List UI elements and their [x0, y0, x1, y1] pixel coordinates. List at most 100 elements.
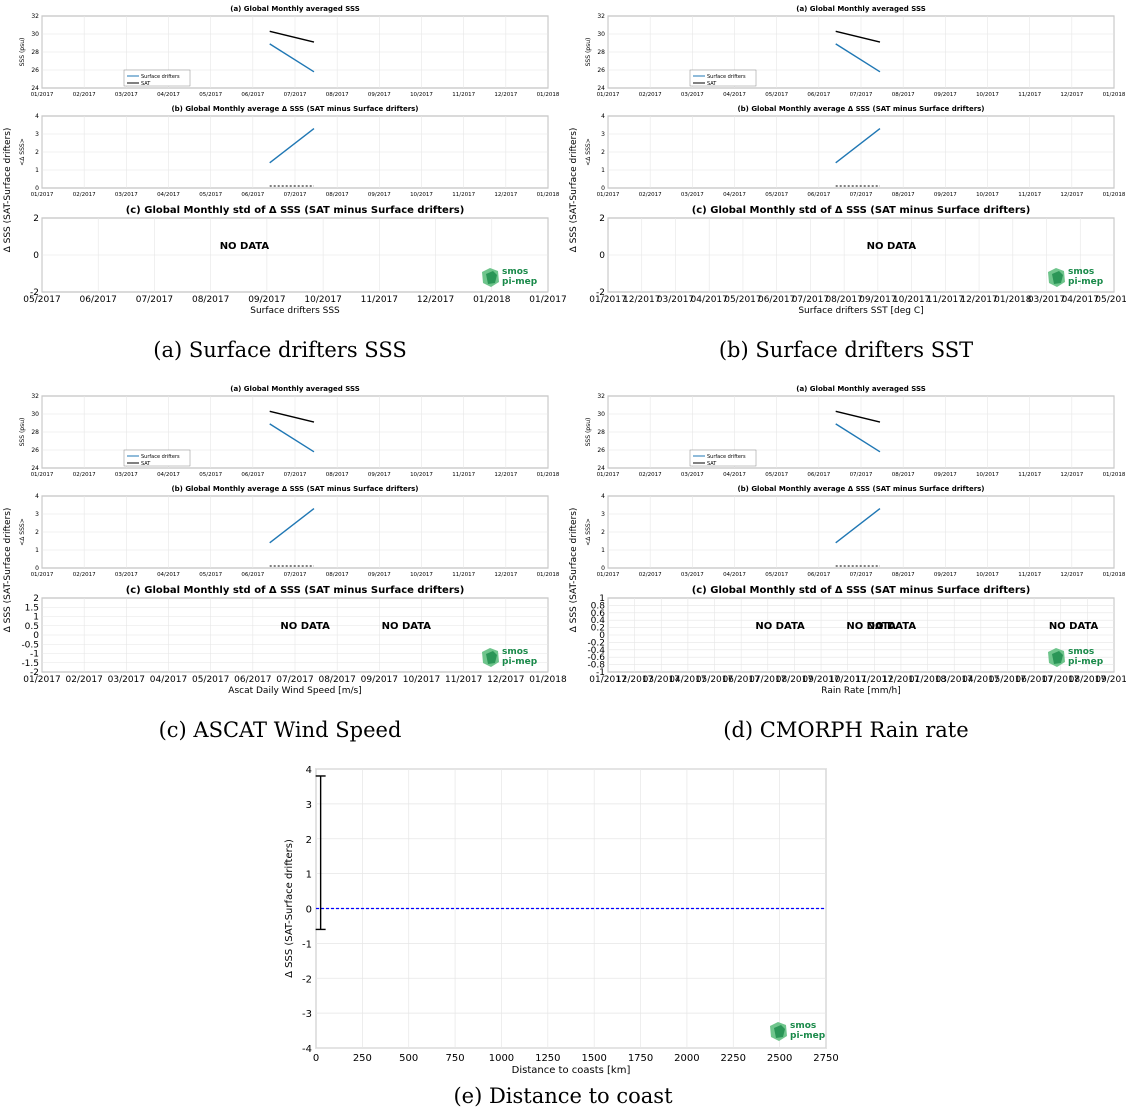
e-logo-line2: pi-mep	[790, 1031, 826, 1041]
sf2-no-data-label: NO DATA	[280, 621, 330, 632]
sf3-xtick-b: 10/2017	[976, 572, 999, 578]
e-xtick: 1750	[628, 1053, 653, 1064]
sf2-series-a-drifters	[269, 423, 315, 453]
sf1-xtick-b: 04/2017	[723, 192, 746, 198]
sf1-xtick-b: 11/2017	[1018, 192, 1041, 198]
sf2-ylabel-c: Δ SSS (SAT-Surface drifters)	[3, 508, 13, 633]
sf3-ytick-a: 26	[597, 447, 605, 454]
sf2-xtick-c: 05/2017	[192, 675, 229, 685]
sf0-ytick-b: 0	[35, 185, 39, 192]
sf3-legend-label: SAT	[707, 461, 717, 467]
sf1-ylabel-b: <Δ SSS>	[585, 138, 592, 166]
sf1-xtick-c: 09/2017	[859, 295, 896, 305]
sf3-ytick-c: -0.4	[587, 646, 605, 656]
sf2-logo-icon-inner	[486, 651, 497, 664]
sf3-series-b-delta	[835, 508, 881, 544]
sf0-xtick-a: 02/2017	[73, 92, 96, 98]
sf3-xtick-b: 09/2017	[934, 572, 957, 578]
sf3-logo-line1: smos	[1068, 647, 1094, 657]
sf1-ylabel-a: SSS (psu)	[585, 38, 592, 67]
sf3-no-data-label: NO DATA	[846, 621, 896, 632]
sf3-xtick-a: 01/2018	[1103, 472, 1126, 478]
sf3-xtick-c: 04/2017	[962, 675, 999, 685]
sf3-series-a-sat	[835, 410, 881, 423]
sf3-title-b: (b) Global Monthly average Δ SSS (SAT mi…	[737, 485, 984, 493]
sf1-xtick-c: 01/2017	[589, 295, 626, 305]
e-xtick: 2500	[767, 1053, 792, 1064]
e-xtick: 1000	[489, 1053, 514, 1064]
sf0-legend-label: Surface drifters	[141, 74, 180, 80]
sf3-xtick-c: 07/2017	[1042, 675, 1079, 685]
sf1-ytick-a: 24	[597, 85, 605, 92]
sf3-xtick-a: 10/2017	[976, 472, 999, 478]
sf0-ytick-b: 4	[35, 113, 39, 120]
sf2-xtick-b: 01/2018	[537, 572, 560, 578]
sf2-ytick-c: 1.5	[25, 603, 39, 613]
e-xtick: 1500	[581, 1053, 606, 1064]
sf1-xtick-a: 01/2018	[1103, 92, 1126, 98]
sf2-xtick-a: 07/2017	[284, 472, 307, 478]
sf0-xtick-b: 05/2017	[199, 192, 222, 198]
sf3-xtick-a: 04/2017	[723, 472, 746, 478]
sf2-xtick-a: 03/2017	[115, 472, 138, 478]
sf2-xtick-a: 06/2017	[241, 472, 264, 478]
sf3-xtick-c: 09/2017	[802, 675, 839, 685]
e-logo-icon-inner	[774, 1025, 785, 1038]
sf1-xtick-a: 05/2017	[765, 92, 788, 98]
sf3-ylabel-a: SSS (psu)	[585, 418, 592, 447]
sf3-ytick-c: 0.2	[591, 624, 605, 634]
sf3-xtick-c: 03/2017	[643, 675, 680, 685]
sf2-ytick-c: 0	[33, 631, 39, 641]
sf3-ytick-a: 24	[597, 465, 605, 472]
sf3-xtick-b: 04/2017	[723, 572, 746, 578]
sf0-ylabel-c: Δ SSS (SAT-Surface drifters)	[3, 128, 13, 253]
sf0-xtick-a: 05/2017	[199, 92, 222, 98]
sf1-xtick-a: 11/2017	[1018, 92, 1041, 98]
sf2-xtick-b: 07/2017	[284, 572, 307, 578]
sf3-xlabel-c: Rain Rate [mm/h]	[821, 686, 900, 696]
sf2-ytick-b: 3	[35, 511, 39, 518]
sf3-xtick-c: 01/2017	[589, 675, 626, 685]
sf0-xtick-a: 10/2017	[410, 92, 433, 98]
sf3-legend-label: Surface drifters	[707, 454, 746, 460]
sf3-xtick-b: 05/2017	[765, 572, 788, 578]
sf0-ylabel-a: SSS (psu)	[19, 38, 26, 67]
sf3-ytick-c: -0.6	[587, 653, 605, 663]
sf3-xtick-a: 12/2017	[1060, 472, 1083, 478]
sf0-xtick-a: 08/2017	[326, 92, 349, 98]
sf3-xtick-c: 03/2017	[936, 675, 973, 685]
sf2-xtick-a: 09/2017	[368, 472, 391, 478]
sf2-xtick-b: 12/2017	[494, 572, 517, 578]
sf0-xtick-b: 03/2017	[115, 192, 138, 198]
sf0-logo-line2: pi-mep	[502, 277, 538, 287]
sf0-logo-icon-inner	[486, 271, 497, 284]
sf2-title-c: (c) Global Monthly std of Δ SSS (SAT min…	[126, 585, 465, 596]
sf1-xtick-a: 09/2017	[934, 92, 957, 98]
sf1-ytick-c: 0	[599, 251, 605, 261]
sf3-xtick-a: 06/2017	[807, 472, 830, 478]
sf1-ytick-a: 30	[597, 31, 605, 38]
sf1-xtick-b: 09/2017	[934, 192, 957, 198]
sf2-xtick-a: 10/2017	[410, 472, 433, 478]
subfigure-c: (a) Global Monthly averaged SSS 24 26 28 30 3…	[0, 380, 567, 760]
sf0-ytick-c: -2	[30, 288, 39, 298]
sf3-xtick-b: 11/2017	[1018, 572, 1041, 578]
sf3-ytick-c: -0.8	[587, 661, 605, 671]
e-logo-line1: smos	[790, 1021, 816, 1031]
sf1-series-a-drifters	[835, 43, 881, 73]
sf0-xtick-b: 08/2017	[326, 192, 349, 198]
sf2-xtick-b: 02/2017	[73, 572, 96, 578]
sf1-ytick-c: 2	[599, 214, 605, 224]
sf1-xtick-b: 05/2017	[765, 192, 788, 198]
sf0-xtick-c: 07/2017	[136, 295, 173, 305]
sf3-ytick-c: 0	[599, 631, 605, 641]
sf1-xtick-b: 02/2017	[639, 192, 662, 198]
sf2-xtick-b: 11/2017	[452, 572, 475, 578]
sf1-xtick-c: 10/2017	[893, 295, 930, 305]
sf3-legend-box	[689, 449, 757, 467]
sf2-xtick-c: 09/2017	[361, 675, 398, 685]
subfigure-e-chart: -4 -3 -2 -1 0 1 2 3 4 0 250 500 750 1000 1250 1500 1750 2…	[284, 765, 839, 1076]
sf2-logo-line2: pi-mep	[502, 657, 538, 667]
